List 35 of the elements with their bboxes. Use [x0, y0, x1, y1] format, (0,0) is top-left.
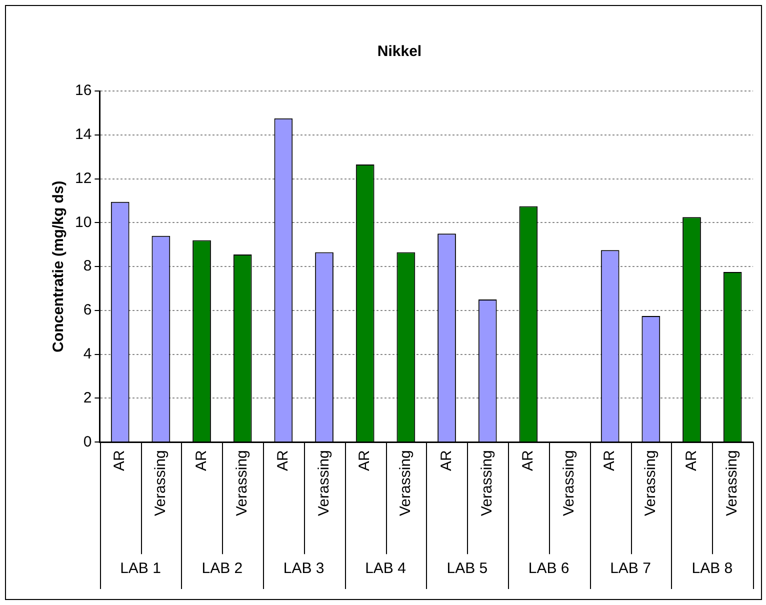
y-tick-label: 16 [74, 82, 92, 100]
x-tick-label: Verassing [642, 450, 660, 516]
x-tick-label: AR [274, 450, 292, 471]
text: LAB 1 [120, 560, 161, 578]
text: LAB 7 [610, 560, 651, 578]
x-tick-label: Verassing [560, 450, 578, 516]
x-tick-label: AR [438, 450, 455, 471]
x-tick-label: AR [192, 450, 210, 471]
y-tick-label: 0 [83, 433, 92, 450]
y-axis-title: Concentratie (mg/kg ds) [50, 180, 68, 352]
y-tick-label: 6 [83, 302, 92, 319]
text: LAB 8 [692, 560, 733, 578]
x-tick-label: AR [520, 450, 537, 471]
x-tick-label: AR [111, 450, 128, 471]
y-tick-label: 8 [83, 258, 92, 275]
chart-title: Nikkel [377, 43, 422, 60]
text: LAB 4 [365, 560, 406, 578]
x-tick-label: Verassing [478, 450, 496, 516]
y-tick-label: 12 [74, 170, 92, 187]
text: LAB 3 [283, 560, 324, 578]
text: LAB 6 [528, 560, 570, 578]
x-tick-label: AR [601, 450, 618, 471]
x-tick-label: Verassing [234, 450, 251, 516]
y-tick-label: 4 [83, 345, 92, 362]
y-tick-label: 10 [74, 214, 92, 231]
text: LAB 2 [202, 560, 243, 578]
x-tick-label: AR [356, 450, 374, 471]
x-tick-label: Verassing [152, 450, 170, 516]
x-tick-label: Verassing [397, 450, 414, 516]
x-tick-label: AR [682, 450, 700, 471]
x-tick-label: Verassing [724, 450, 741, 516]
y-tick-label: 14 [74, 126, 92, 144]
y-tick-label: 2 [83, 389, 92, 406]
text: LAB 5 [446, 560, 488, 578]
x-tick-label: Verassing [315, 450, 332, 516]
